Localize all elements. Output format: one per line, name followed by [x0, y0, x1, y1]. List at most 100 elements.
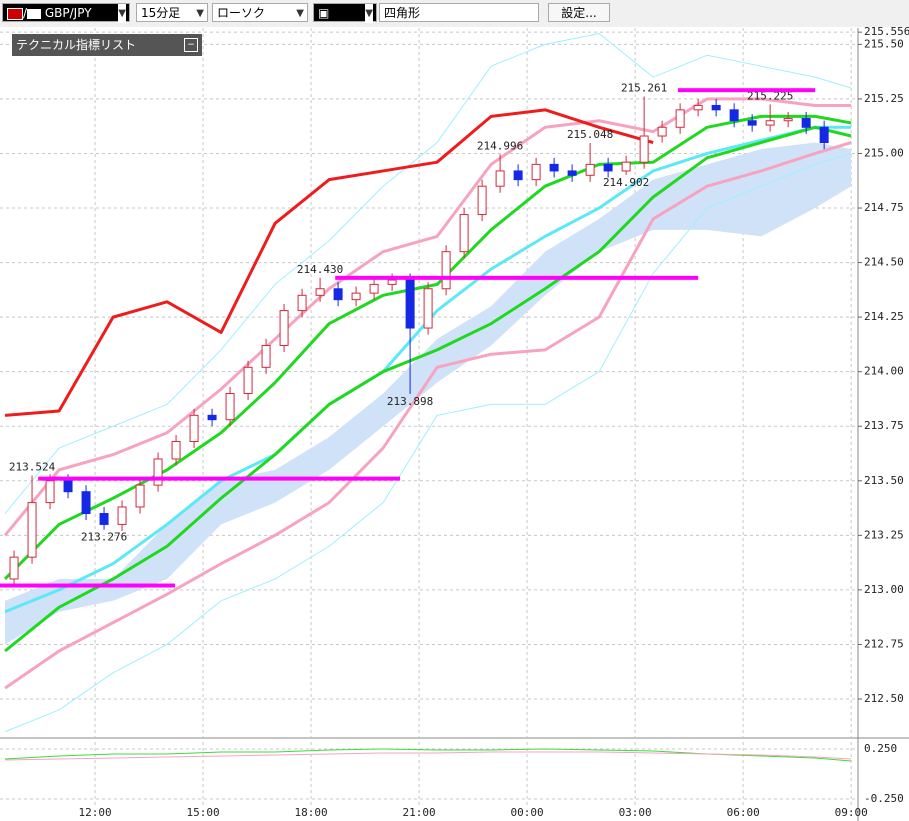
indicator-line: [4, 141, 852, 690]
candle-body: [27, 502, 37, 558]
x-tick-label: 15:00: [187, 806, 220, 819]
low-label: 213.276: [81, 531, 127, 544]
candle-body: [477, 185, 487, 216]
symbol-select[interactable]: / GBP/JPY ▼: [2, 3, 130, 23]
y-tick-label: 215.25: [864, 92, 904, 105]
high-label: 215.225: [747, 89, 793, 102]
indicator-line: [4, 32, 852, 514]
high-label: 214.430: [297, 263, 343, 276]
candle-body: [531, 163, 541, 181]
candle-body: [783, 118, 793, 122]
indicator-line: [3, 97, 852, 537]
panel-title: テクニカル指標リスト: [16, 38, 137, 52]
sub-y-tick-label: 0.250: [864, 742, 897, 755]
oscillator-line: [5, 751, 852, 761]
y-tick-label: 214.00: [864, 365, 904, 378]
high-label: 213.524: [9, 461, 56, 474]
candle-body: [351, 292, 361, 301]
candle-body: [801, 118, 811, 128]
candle-body: [171, 441, 181, 460]
symbol: GBP/JPY: [44, 6, 92, 20]
x-tick-label: 18:00: [295, 806, 328, 819]
high-label: 215.048: [567, 128, 613, 141]
low-label: 214.902: [603, 176, 649, 189]
candle-body: [369, 283, 379, 294]
candle-body: [711, 104, 721, 111]
flag: [27, 8, 42, 19]
color-select[interactable]: ▣ ▼: [313, 3, 377, 23]
low-label: 213.898: [387, 395, 433, 408]
y-tick-label: 214.75: [864, 201, 904, 214]
sub-y-tick-label: -0.250: [864, 792, 904, 805]
x-tick-label: 00:00: [511, 806, 544, 819]
candle-body: [693, 104, 703, 111]
settings: 設定...: [561, 6, 597, 20]
level-rect: [335, 275, 699, 280]
indicator-line: [4, 125, 852, 614]
level-rect: [38, 476, 401, 481]
y-tick-label: 214.50: [864, 256, 904, 269]
candle-body: [675, 109, 685, 128]
candle-body: [315, 288, 325, 296]
x-tick-label: 21:00: [403, 806, 436, 819]
y-tick-label: 212.75: [864, 637, 904, 650]
y-tick-label: 212.50: [864, 692, 904, 705]
candle-body: [99, 513, 109, 525]
flag: [7, 7, 23, 20]
candle-body: [63, 480, 73, 493]
indicator-panel[interactable]: テクニカル指標リスト −: [12, 34, 202, 56]
candle-body: [153, 458, 163, 486]
x-tick-label: 03:00: [619, 806, 652, 819]
candle-body: [189, 414, 199, 443]
collapse-icon[interactable]: −: [184, 38, 198, 52]
candle-body: [639, 135, 649, 163]
candle-body: [225, 393, 235, 421]
indicator-line: [4, 108, 654, 417]
drawing-select[interactable]: 四角形: [379, 3, 539, 22]
candle-body: [747, 120, 757, 126]
high-label: 215.261: [621, 82, 667, 95]
candle-body: [729, 109, 739, 122]
x-tick-label: 12:00: [78, 806, 111, 819]
candle-body: [81, 491, 91, 515]
x-tick-label: 06:00: [727, 806, 760, 819]
level-rect: [0, 583, 175, 588]
ichimoku-cloud: [5, 142, 852, 645]
y-tick-label: 213.50: [864, 474, 904, 487]
candle-body: [261, 344, 271, 368]
candle-body: [387, 279, 397, 285]
y-tick-label: 215.00: [864, 146, 904, 159]
timeframe: 15分足: [141, 6, 181, 20]
candle-body: [495, 170, 505, 187]
timeframe-select[interactable]: 15分足 ▼: [136, 3, 208, 22]
candle-body: [297, 294, 307, 312]
style-select[interactable]: ローソク ▼: [212, 3, 308, 22]
y-tick-label: 213.75: [864, 419, 904, 432]
high-label: 214.996: [477, 139, 523, 152]
candle-body: [243, 366, 253, 395]
indicator-line: [4, 152, 852, 733]
candle-body: [423, 288, 433, 329]
candle-body: [549, 163, 559, 172]
x-tick-label: 09:00: [835, 806, 868, 819]
y-tick-label: 214.25: [864, 310, 904, 323]
candle-body: [9, 556, 19, 580]
candle-body: [441, 251, 451, 290]
candle-body: [585, 163, 595, 176]
y-tick-label: 213.00: [864, 583, 904, 596]
candle-body: [405, 279, 415, 329]
y-tick-label: 215.50: [864, 37, 904, 50]
candle-body: [603, 163, 613, 172]
indicator-line: [4, 125, 852, 653]
icon: ▣: [318, 6, 330, 20]
chart-style: ローソク: [217, 6, 266, 20]
level-rect: [677, 88, 816, 93]
candle-body: [567, 170, 577, 176]
candle-body: [765, 120, 775, 126]
y-tick-label: 213.25: [864, 528, 904, 541]
candle-body: [207, 414, 217, 421]
candle-body: [819, 126, 829, 144]
settings-button[interactable]: 設定...: [548, 3, 610, 22]
